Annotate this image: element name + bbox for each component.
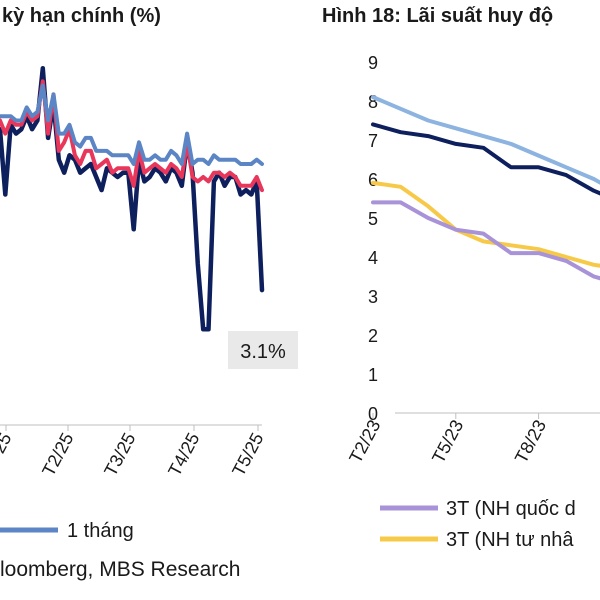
source-note-fragment: loomberg, MBS Research (0, 558, 241, 581)
right-y-tick-label-9: 9 (368, 53, 378, 73)
value-annotation: 3.1% (240, 341, 286, 363)
right-y-tick-label-5: 5 (368, 209, 378, 229)
right-y-tick-label-4: 4 (368, 248, 378, 268)
left-x-tick-label-t5-25: T5/25 (228, 429, 267, 479)
left-chart-title-fragment: kỳ hạn chính (%) (2, 5, 161, 27)
right-series-line-2 (371, 122, 600, 196)
left-x-tick-label-t4-25: T4/25 (164, 429, 203, 479)
left-x-tick-label-25: 25 (0, 429, 16, 456)
right-series-line-3 (371, 180, 600, 268)
legend-label-nh-quoc-doanh: 3T (NH quốc d (446, 498, 576, 520)
left-x-tick-label-t3-25: T3/25 (100, 429, 139, 479)
left-series-group (0, 66, 265, 332)
right-chart-title-fragment: Hình 18: Lãi suất huy độ (322, 5, 554, 27)
value-annotation-box (228, 331, 298, 369)
right-series-group (371, 95, 600, 281)
right-x-tick-label-t8-23: T8/23 (511, 416, 550, 466)
right-series-line-4 (371, 200, 600, 281)
right-y-tick-label-7: 7 (368, 131, 378, 151)
right-y-tick-label-2: 2 (368, 326, 378, 346)
right-series-line-1 (371, 95, 600, 185)
right-y-tick-label-1: 1 (368, 365, 378, 385)
left-x-tick-label-t2-25: T2/25 (38, 429, 77, 479)
left-chart: 25 T2/25 T3/25 T4/25 T5/25 3.1% 1 tháng (0, 66, 298, 542)
legend-label-1-thang: 1 tháng (67, 520, 134, 542)
left-series-line-3 (0, 83, 264, 166)
legend-label-nh-tu-nhan: 3T (NH tư nhâ (446, 529, 574, 551)
left-x-ticks: 25 T2/25 T3/25 T4/25 T5/25 (0, 425, 268, 480)
right-y-tick-label-3: 3 (368, 287, 378, 307)
right-y-tick-label-6: 6 (368, 170, 378, 190)
right-y-tick-label-8: 8 (368, 92, 378, 112)
right-x-tick-label-t2-23: T2/23 (345, 416, 384, 466)
right-x-tick-label-t5-23: T5/23 (428, 416, 467, 466)
